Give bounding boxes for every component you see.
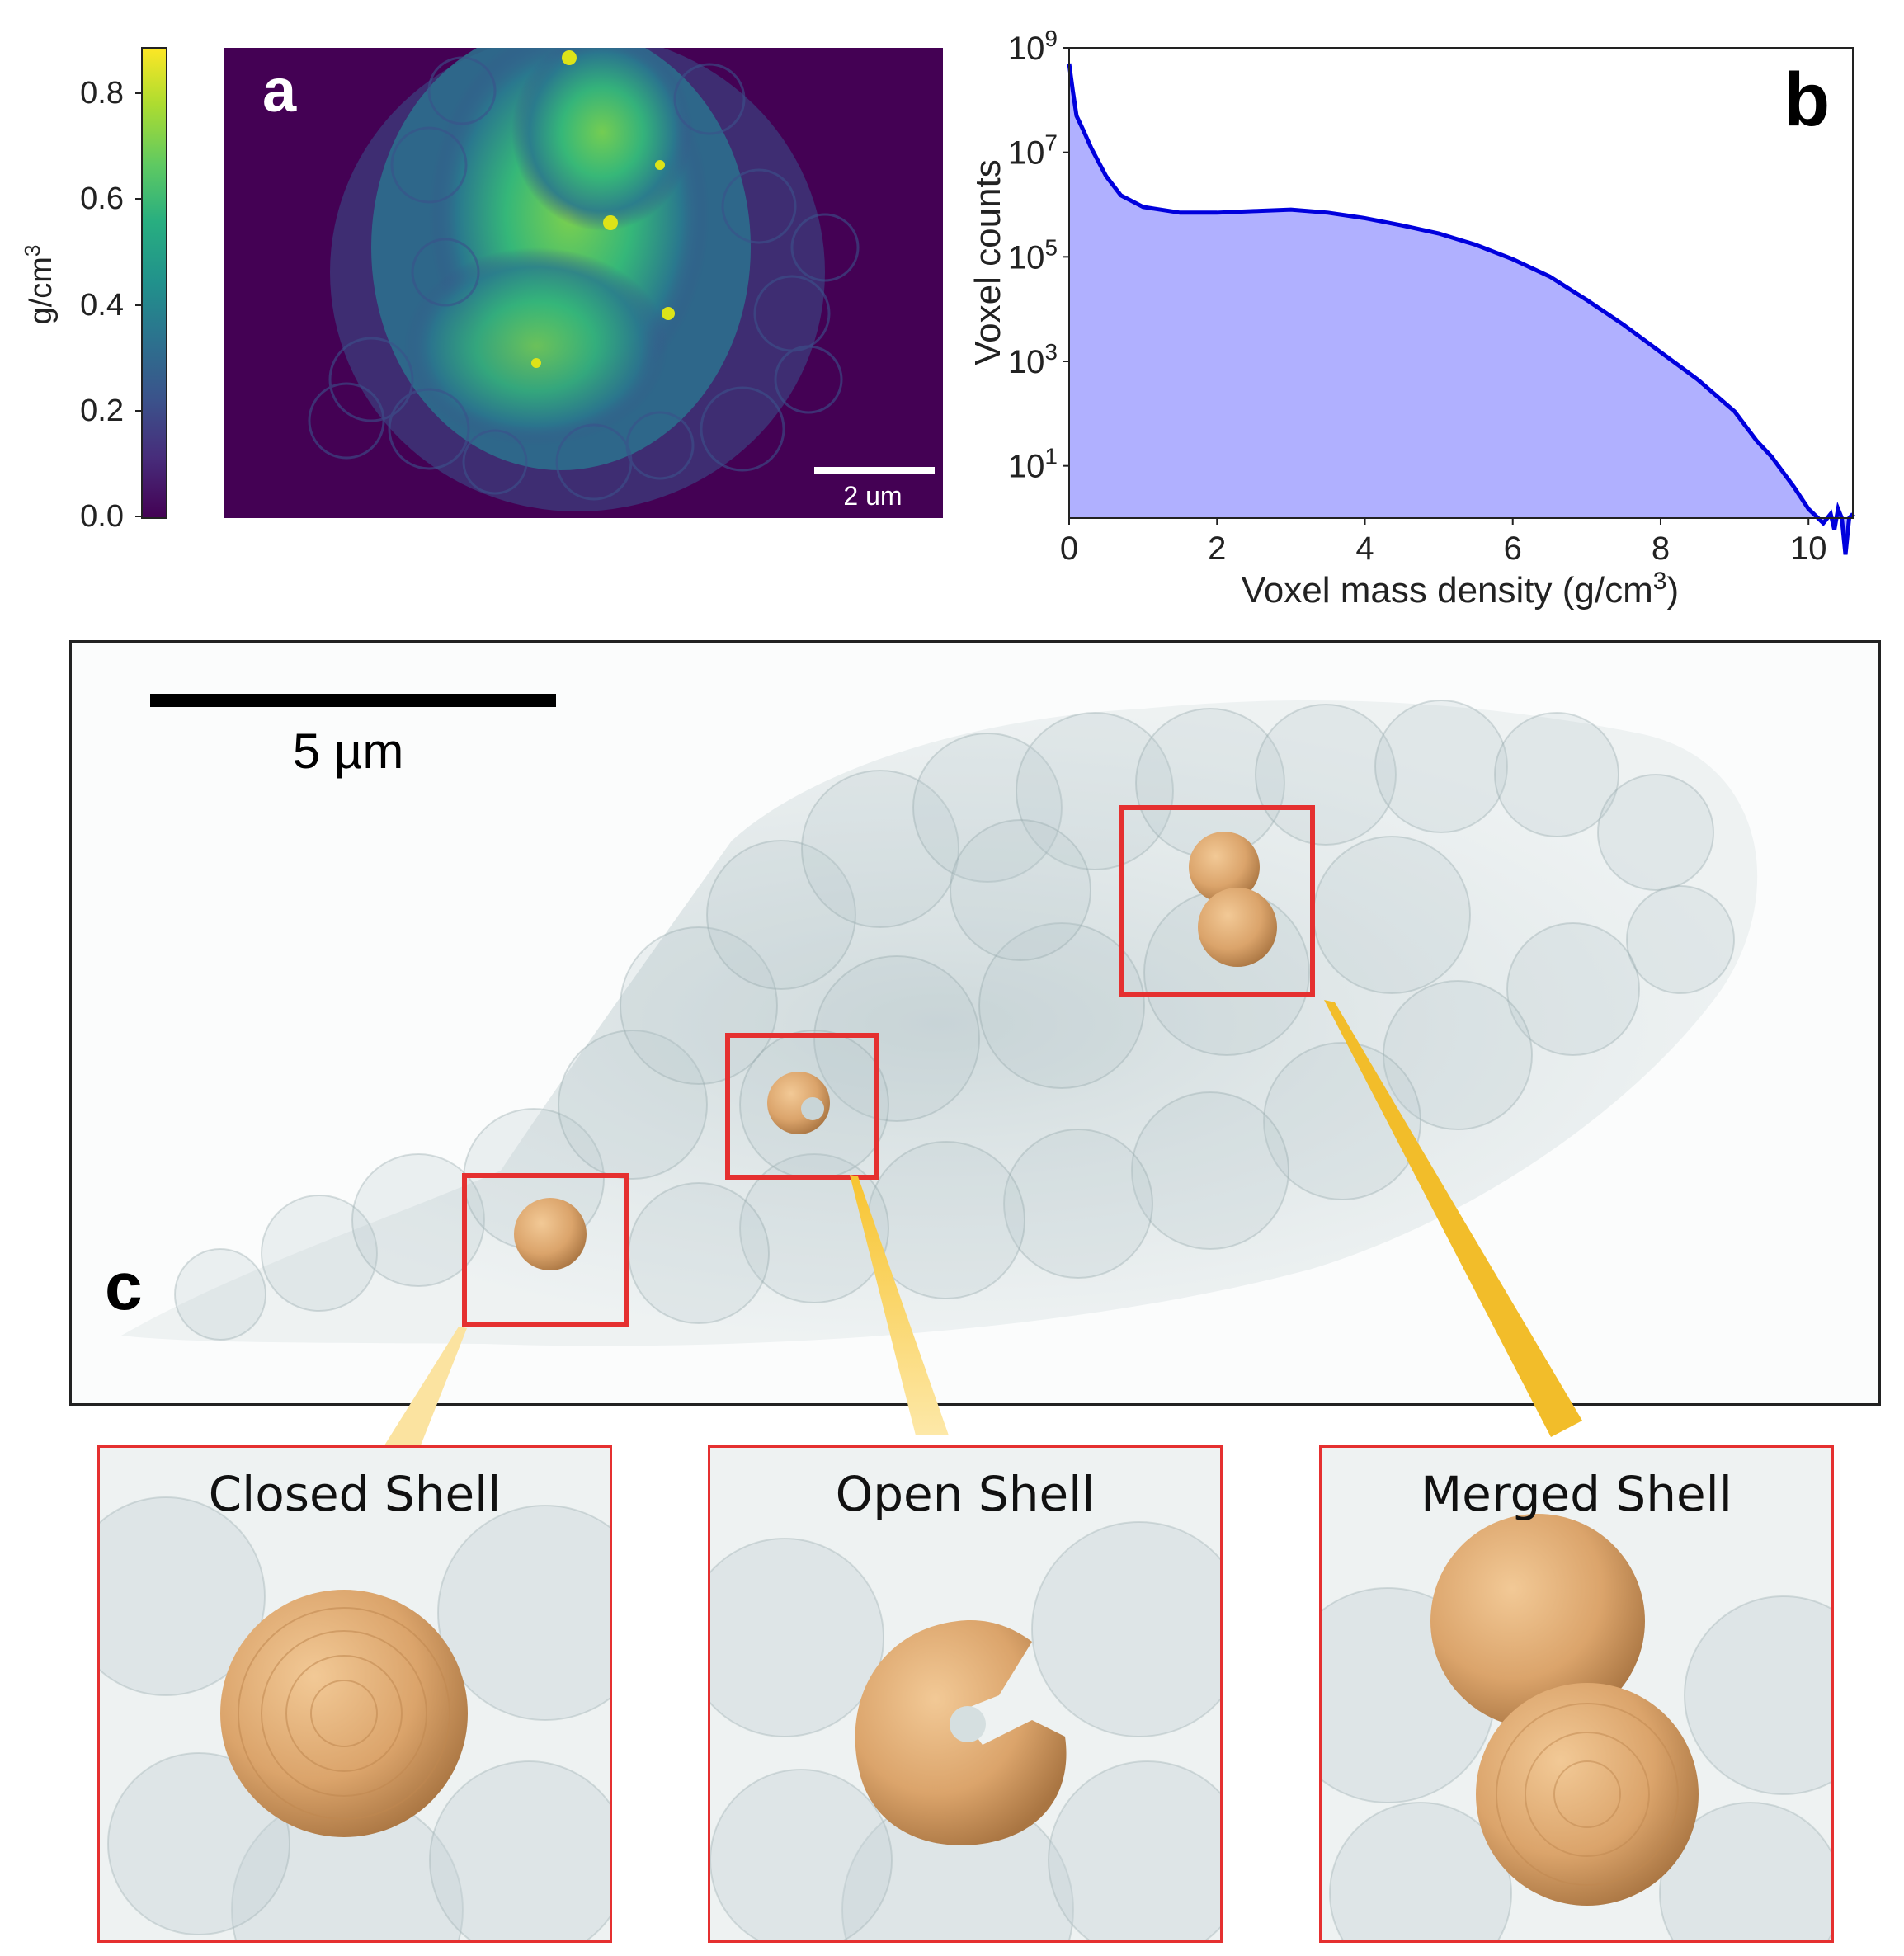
colorbar-tick-3: 0.6 [80,181,124,216]
inset-title: Open Shell [835,1466,1096,1522]
x-tick-label-0: 0 [1060,530,1078,567]
panel-a-scale-bar [814,467,935,474]
merged-shell-callout [1324,1000,1582,1437]
x-axis-title: Voxel mass density (g/cm3) [1242,568,1679,610]
panel-a-label: a [262,56,297,125]
closed-shell-sphere [220,1590,468,1837]
y-tick-label-4: 109 [1008,26,1058,67]
inset-title: Merged Shell [1421,1466,1732,1522]
inset-closed-shell: Closed Shell [97,1445,612,1943]
y-tick-label-2: 105 [1008,234,1058,276]
panel-c: c 5 µm [69,640,1881,1406]
x-tick-label-4: 8 [1652,530,1670,567]
closed-shell-highlight [462,1173,629,1327]
merged-shell-render [1322,1514,1831,1940]
panel-b-chart: b 101 103 105 107 109 0 2 4 6 8 10 Voxel counts V… [968,26,1855,610]
x-tick-label-2: 4 [1355,530,1374,567]
particle-aggregate [121,700,1758,1346]
panel-a-svg: 0.0 0.2 0.4 0.6 0.8 g/cm3 [20,47,943,534]
panel-b: b 101 103 105 107 109 0 2 4 6 8 10 Voxel counts V… [949,0,1904,627]
panel-c-scale-bar [150,694,556,707]
panel-a: 0.0 0.2 0.4 0.6 0.8 g/cm3 [0,0,957,544]
open-shell-small [767,1072,830,1134]
panel-c-scale-bar-label: 5 µm [293,723,404,779]
open-shell-render [710,1521,1220,1940]
y-axis-title: Voxel counts [968,159,1008,365]
density-histogram-area [1069,64,1853,555]
open-shell-sphere [855,1620,1067,1845]
y-tick-label-3: 107 [1008,130,1058,172]
x-tick-label-1: 2 [1208,530,1226,567]
density-map-content [308,48,860,511]
panel-a-scale-bar-label: 2 um [843,481,902,511]
merged-shell-upper-sphere [1430,1514,1645,1728]
merged-shell-highlight [1119,805,1315,997]
y-tick-label-0: 101 [1008,444,1058,485]
x-tick-label-3: 6 [1504,530,1522,567]
colorbar-ticks [135,92,142,517]
merged-shell-lower-sphere [1476,1683,1699,1906]
inset-open-shell: Open Shell [708,1445,1223,1943]
plot-frame [1068,47,1854,519]
open-shell-highlight [725,1033,879,1180]
panel-c-label: c [105,1249,143,1324]
panel-b-label: b [1784,58,1830,142]
y-tick-label-1: 103 [1008,339,1058,380]
closed-shell-callout [384,1327,467,1445]
colorbar-tick-1: 0.2 [80,394,124,428]
inset-merged-shell: Merged Shell [1319,1445,1834,1943]
panel-c-svg: c 5 µm [105,694,1758,1346]
colorbar-tick-2: 0.4 [80,288,124,323]
merged-shell-small [1189,832,1277,967]
colorbar-tick-0: 0.0 [80,499,124,534]
density-histogram-line [1067,63,1855,555]
inset-title: Closed Shell [208,1466,502,1522]
colorbar [141,47,167,519]
closed-shell-render [100,1496,610,1940]
colorbar-tick-4: 0.8 [80,76,124,111]
colorbar-unit-label: g/cm3 [20,245,59,325]
x-tick-label-5: 10 [1790,530,1827,567]
closed-shell-small [514,1198,587,1270]
open-shell-callout [850,1175,949,1435]
